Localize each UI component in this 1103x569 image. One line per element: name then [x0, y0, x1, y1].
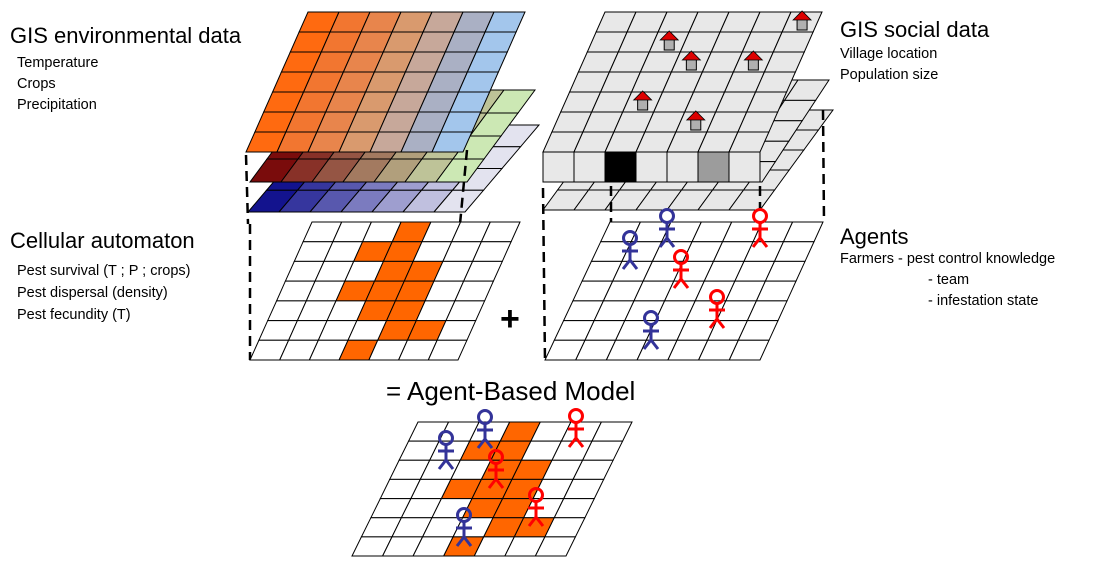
agents-title: Agents: [840, 224, 909, 249]
agent-leg: [476, 438, 487, 449]
red-farmer-agent: [672, 249, 690, 289]
agent-leg: [621, 259, 632, 270]
blue-farmer-agent: [455, 507, 473, 547]
projection-dashed-line: [244, 154, 250, 225]
social-layer-stack: [542, 10, 834, 211]
agent-head: [659, 208, 675, 224]
village-house-icon: [690, 118, 702, 131]
agent-leg: [437, 459, 448, 470]
ca-item-dispersal: Pest dispersal (density): [17, 285, 168, 301]
env-title: GIS environmental data: [10, 23, 242, 48]
agent-leg: [708, 318, 719, 329]
blue-farmer-agent: [476, 409, 494, 449]
village-roof-icon: [632, 90, 653, 101]
village-house-icon: [796, 18, 808, 31]
agents-line-2: - team: [928, 272, 970, 288]
env-item-crops: Crops: [17, 76, 56, 92]
agent-leg: [487, 478, 498, 489]
agent-leg: [665, 237, 676, 248]
agent-leg: [679, 278, 690, 289]
agent-leg: [672, 278, 683, 289]
social-item-population: Population size: [840, 67, 939, 83]
agent-leg: [462, 536, 473, 547]
blue-farmer-agent: [642, 310, 660, 350]
projection-dashed-line: [458, 149, 469, 225]
agent-leg: [758, 237, 769, 248]
agent-leg: [534, 516, 545, 527]
social-item-village: Village location: [840, 46, 938, 62]
projection-dashed-line: [821, 109, 826, 223]
ca-cell: [427, 339, 468, 361]
social-title: GIS social data: [840, 17, 990, 42]
agents-line-3: - infestation state: [928, 293, 1039, 309]
population-strip-cell: [604, 151, 637, 183]
agent-based-model-grid: [351, 408, 633, 557]
env-item-temperature: Temperature: [17, 55, 99, 71]
village-roof-icon: [659, 30, 680, 41]
env-item-precipitation: Precipitation: [17, 97, 97, 113]
village-house-icon: [685, 58, 697, 71]
blue-farmer-agent: [621, 230, 639, 270]
blue-farmer-agent: [658, 208, 676, 248]
village-house-icon: [747, 58, 759, 71]
agent-leg: [715, 318, 726, 329]
ca-title: Cellular automaton: [10, 228, 195, 253]
village-house-icon: [637, 98, 649, 111]
agent-head: [752, 208, 768, 224]
cellular-automaton-grid: [249, 221, 521, 361]
agent-head: [568, 408, 584, 424]
agent-leg: [574, 437, 585, 448]
environmental-layer-stack: [245, 11, 541, 213]
agent-leg: [567, 437, 578, 448]
temperature-layer-cell: [431, 131, 473, 153]
agent-leg: [527, 516, 538, 527]
village-roof-icon: [743, 50, 764, 61]
agent-leg: [658, 237, 669, 248]
population-strip-cell: [635, 151, 668, 183]
plus-sign: +: [500, 300, 520, 338]
population-strip-cell: [697, 151, 730, 183]
ca-item-survival: Pest survival (T ; P ; crops): [17, 263, 191, 279]
agent-leg: [628, 259, 639, 270]
population-strip-cell: [542, 151, 575, 183]
village-roof-icon: [685, 110, 706, 121]
population-strip-cell: [666, 151, 699, 183]
crops-layer-cell: [435, 158, 485, 183]
agent-leg: [455, 536, 466, 547]
red-farmer-agent: [527, 487, 545, 527]
red-farmer-agent: [567, 408, 585, 448]
agent-leg: [642, 339, 653, 350]
village-layer-cell: [728, 131, 770, 153]
village-roof-icon: [681, 50, 702, 61]
ca-item-fecundity: Pest fecundity (T): [17, 307, 131, 323]
population-strip-cell: [573, 151, 606, 183]
agent-leg: [494, 478, 505, 489]
result-title: = Agent-Based Model: [386, 376, 636, 406]
projection-dashed-line: [541, 187, 547, 363]
red-farmer-agent: [751, 208, 769, 248]
abm-cell: [534, 536, 577, 557]
red-farmer-agent: [708, 289, 726, 329]
red-farmer-agent: [487, 449, 505, 489]
village-house-icon: [663, 38, 675, 51]
blue-farmer-agent: [437, 430, 455, 470]
agent-leg: [483, 438, 494, 449]
agent-leg: [444, 459, 455, 470]
agent-leg: [649, 339, 660, 350]
village-roof-icon: [792, 10, 813, 21]
population-strip-cell: [728, 151, 761, 183]
agents-grid: [544, 208, 824, 361]
agent-leg: [751, 237, 762, 248]
agents-line-1: Farmers - pest control knowledge: [840, 251, 1056, 267]
agents-cell: [728, 339, 770, 361]
precipitation-layer-cell: [432, 189, 485, 213]
